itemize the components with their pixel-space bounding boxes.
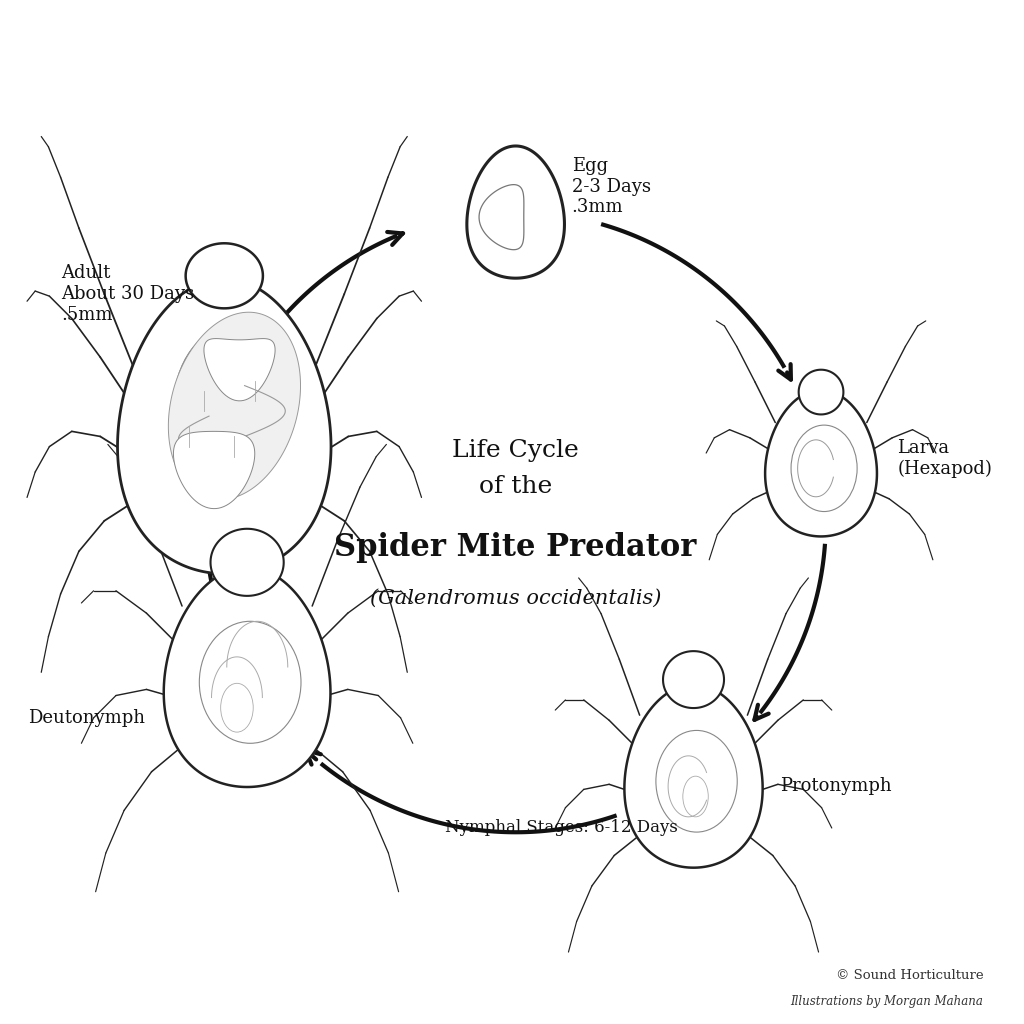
Text: Larva
(Hexapod): Larva (Hexapod) <box>897 438 992 478</box>
Polygon shape <box>663 651 724 708</box>
Polygon shape <box>467 146 564 279</box>
Text: Nymphal Stages: 6-12 Days: Nymphal Stages: 6-12 Days <box>445 818 678 836</box>
Polygon shape <box>173 431 255 509</box>
Polygon shape <box>204 339 275 400</box>
Polygon shape <box>185 244 263 308</box>
Text: Adult
About 30 Days
.5mm: Adult About 30 Days .5mm <box>61 264 195 324</box>
Text: © Sound Horticulture: © Sound Horticulture <box>836 969 983 982</box>
Polygon shape <box>118 279 331 573</box>
Text: Protonymph: Protonymph <box>780 777 892 796</box>
Polygon shape <box>479 184 524 250</box>
Text: Life Cycle: Life Cycle <box>453 439 579 463</box>
Text: of the: of the <box>479 475 552 498</box>
Polygon shape <box>625 685 763 867</box>
Polygon shape <box>799 370 844 415</box>
Text: Illustrations by Morgan Mahana: Illustrations by Morgan Mahana <box>791 995 983 1009</box>
Polygon shape <box>168 312 300 500</box>
Text: Spider Mite Predator: Spider Mite Predator <box>335 532 697 563</box>
Polygon shape <box>211 528 284 596</box>
Polygon shape <box>164 567 331 787</box>
Text: (Galendromus occidentalis): (Galendromus occidentalis) <box>370 589 662 608</box>
Text: Deutonymph: Deutonymph <box>29 709 145 727</box>
Polygon shape <box>765 390 877 537</box>
Text: Egg
2-3 Days
.3mm: Egg 2-3 Days .3mm <box>571 157 650 216</box>
